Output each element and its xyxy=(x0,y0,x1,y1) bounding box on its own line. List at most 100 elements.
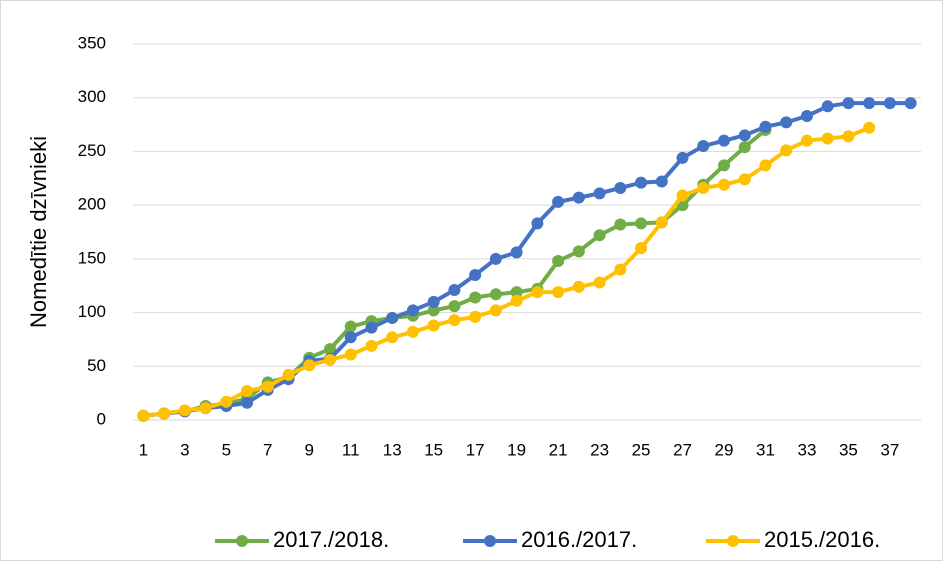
data-point xyxy=(904,97,917,110)
data-point xyxy=(635,242,648,255)
data-point xyxy=(800,109,813,122)
data-point xyxy=(655,175,668,188)
data-point xyxy=(655,216,668,229)
data-point xyxy=(780,116,793,129)
x-tick-label: 11 xyxy=(342,440,360,459)
data-point xyxy=(344,320,357,333)
y-axis-label: Nomedītie dzīvnieki xyxy=(26,136,51,328)
data-point xyxy=(427,319,440,332)
legend-marker xyxy=(236,535,248,547)
data-point xyxy=(842,130,855,143)
y-tick-label: 300 xyxy=(78,87,106,106)
y-tick-label: 100 xyxy=(78,302,106,321)
x-tick-label: 27 xyxy=(673,440,692,459)
legend-marker xyxy=(727,535,739,547)
data-point xyxy=(489,252,502,265)
x-tick-label: 7 xyxy=(263,440,272,459)
x-tick-label: 15 xyxy=(424,440,443,459)
x-tick-label: 25 xyxy=(632,440,651,459)
data-point xyxy=(552,286,565,299)
x-tick-label: 17 xyxy=(466,440,485,459)
x-tick-label: 29 xyxy=(715,440,734,459)
data-point xyxy=(324,353,336,366)
data-point xyxy=(448,284,461,297)
data-point xyxy=(738,173,751,186)
y-tick-label: 150 xyxy=(78,248,106,267)
data-point xyxy=(448,314,461,327)
data-point xyxy=(635,176,648,189)
data-point xyxy=(593,229,606,242)
data-point xyxy=(469,291,482,304)
data-point xyxy=(572,245,585,258)
data-point xyxy=(261,380,274,393)
data-point xyxy=(178,404,191,417)
data-point xyxy=(199,402,212,415)
x-tick-label: 35 xyxy=(839,440,858,459)
data-point xyxy=(883,97,896,110)
data-point xyxy=(531,217,544,230)
data-point xyxy=(821,132,834,145)
data-point xyxy=(697,181,710,194)
data-point xyxy=(738,141,751,154)
data-point xyxy=(552,255,565,268)
x-tick-label: 1 xyxy=(139,440,148,459)
data-point xyxy=(531,286,544,299)
data-point xyxy=(863,121,876,134)
data-point xyxy=(344,348,357,361)
x-tick-label: 3 xyxy=(180,440,189,459)
legend-label: 2017./2018. xyxy=(273,527,389,552)
data-point xyxy=(427,304,440,317)
data-point xyxy=(137,409,150,422)
legend-label: 2016./2017. xyxy=(521,527,637,552)
data-point xyxy=(448,300,461,313)
x-tick-label: 31 xyxy=(756,440,775,459)
data-point xyxy=(676,151,689,164)
data-point xyxy=(614,218,627,231)
data-point xyxy=(552,195,565,208)
data-point xyxy=(469,268,482,281)
x-tick-label: 33 xyxy=(797,440,816,459)
data-point xyxy=(427,295,440,308)
data-point xyxy=(220,395,233,408)
data-point xyxy=(469,310,482,323)
data-point xyxy=(282,368,295,381)
data-point xyxy=(718,178,730,191)
data-point xyxy=(241,396,254,409)
data-point xyxy=(489,304,502,317)
data-point xyxy=(718,159,730,172)
data-point xyxy=(158,407,171,420)
y-tick-label: 50 xyxy=(87,356,106,375)
data-point xyxy=(593,276,606,289)
y-tick-label: 250 xyxy=(78,141,106,160)
data-point xyxy=(759,120,772,133)
data-point xyxy=(842,97,855,110)
data-point xyxy=(572,280,585,293)
data-point xyxy=(406,304,419,317)
data-point xyxy=(510,246,523,259)
data-point xyxy=(759,159,772,172)
data-point xyxy=(365,339,378,352)
data-point xyxy=(738,129,751,142)
data-point xyxy=(386,331,399,344)
data-point xyxy=(593,187,606,200)
data-point xyxy=(635,217,648,230)
data-point xyxy=(780,144,793,157)
legend-label: 2015./2016. xyxy=(764,527,880,552)
data-point xyxy=(241,384,254,397)
data-point xyxy=(863,97,876,110)
x-tick-label: 19 xyxy=(507,440,526,459)
data-point xyxy=(614,263,627,276)
data-point xyxy=(386,311,399,324)
data-point xyxy=(676,189,689,202)
x-tick-label: 23 xyxy=(590,440,609,459)
y-tick-label: 350 xyxy=(78,33,106,52)
data-point xyxy=(324,343,336,356)
data-point xyxy=(800,134,813,147)
data-point xyxy=(510,294,523,307)
legend-marker xyxy=(484,535,496,547)
y-tick-label: 0 xyxy=(97,409,106,428)
y-tick-label: 200 xyxy=(78,195,106,214)
